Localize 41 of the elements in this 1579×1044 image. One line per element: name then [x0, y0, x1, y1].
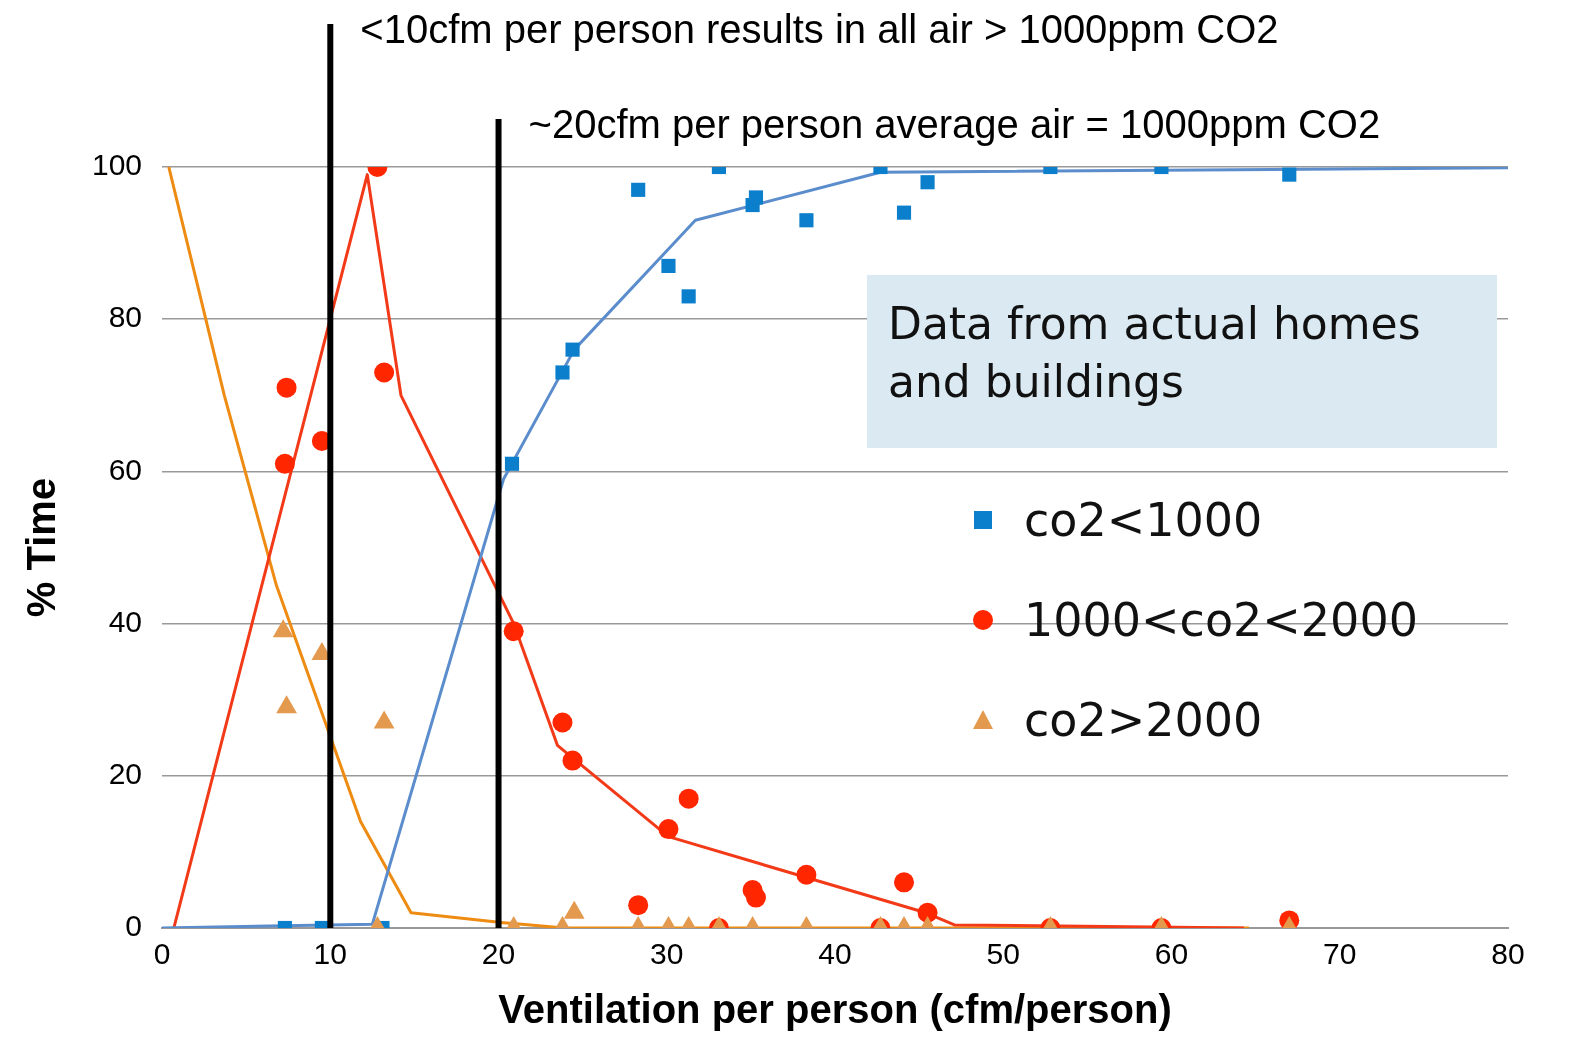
point [896, 205, 912, 220]
x-tick-label: 60 [1154, 937, 1189, 971]
x-tick-label: 10 [313, 937, 347, 971]
x-tick-label: 70 [1323, 937, 1357, 971]
x-tick-label: 80 [1491, 937, 1525, 971]
y-tick-label: 0 [125, 909, 143, 943]
x-tick-label: 30 [650, 937, 684, 971]
ref-line-label: ~20cfm per person average air = 1000ppm CO2 [528, 102, 1381, 147]
point [276, 695, 297, 714]
ref-line-label: <10cfm per person results in all air > 1000ppm CO2 [360, 7, 1279, 52]
point [631, 182, 646, 197]
point [1282, 167, 1297, 182]
x-tick-label: 0 [153, 937, 171, 971]
y-tick-label: 20 [108, 757, 143, 791]
point [799, 213, 814, 228]
x-tick-label: 50 [986, 937, 1020, 971]
point [681, 289, 696, 304]
y-axis-title: % Time [19, 477, 64, 618]
x-tick-label: 40 [818, 937, 852, 971]
y-tick-label: 60 [108, 452, 143, 486]
point [563, 900, 585, 919]
legend-label: co2<1000 [1024, 493, 1263, 547]
point [374, 362, 395, 383]
point [920, 175, 935, 190]
point [555, 365, 570, 380]
x-axis-title: Ventilation per person (cfm/person) [498, 987, 1172, 1032]
point [748, 190, 764, 205]
y-tick-label: 80 [108, 300, 143, 334]
y-tick-label: 100 [91, 148, 143, 182]
point [373, 710, 395, 729]
annotation: Data from actual homes and buildings [867, 275, 1497, 448]
legend-label: 1000<co2<2000 [1024, 593, 1418, 647]
x-tick-label: 20 [481, 937, 516, 971]
point [565, 342, 580, 357]
point [276, 377, 297, 398]
y-tick-label: 40 [108, 604, 143, 638]
point [504, 456, 520, 471]
point [661, 258, 676, 273]
point [274, 453, 295, 474]
legend-label: co2>2000 [1024, 693, 1263, 747]
point [272, 619, 294, 638]
